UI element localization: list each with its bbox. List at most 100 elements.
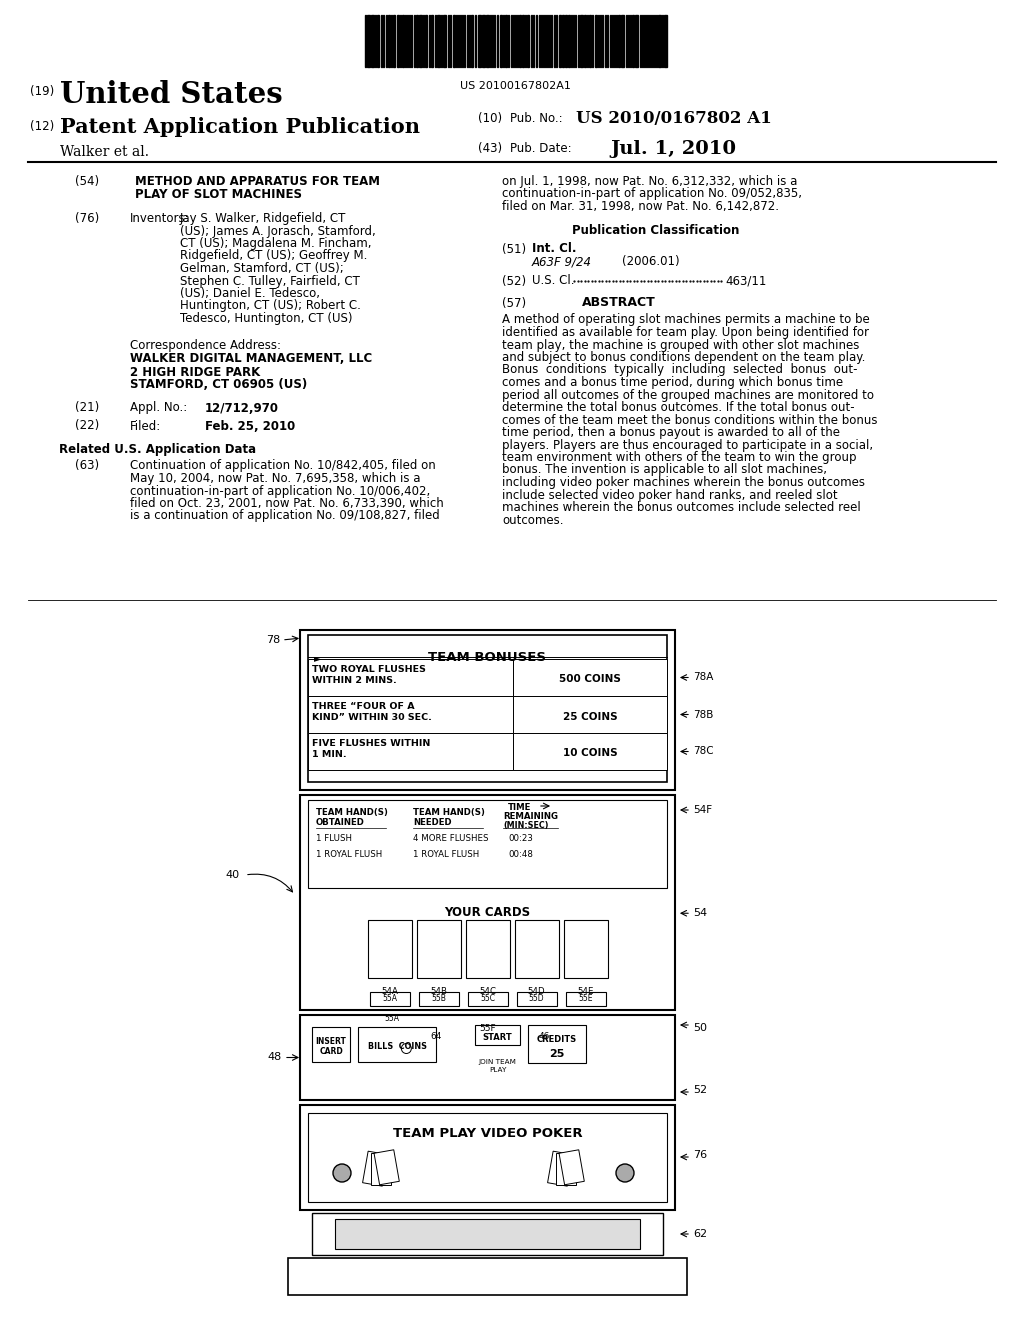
Text: Huntington, CT (US); Robert C.: Huntington, CT (US); Robert C. — [180, 300, 360, 313]
Bar — [522, 15, 524, 67]
Text: METHOD AND APPARATUS FOR TEAM: METHOD AND APPARATUS FOR TEAM — [135, 176, 380, 187]
Text: US 2010/0167802 A1: US 2010/0167802 A1 — [575, 110, 772, 127]
Bar — [288, 1258, 687, 1295]
Bar — [393, 15, 395, 67]
Text: TWO ROYAL FLUSHES
WITHIN 2 MINS.: TWO ROYAL FLUSHES WITHIN 2 MINS. — [312, 665, 426, 685]
Text: PLAY OF SLOT MACHINES: PLAY OF SLOT MACHINES — [135, 187, 302, 201]
Text: continuation-in-part of application No. 09/052,835,: continuation-in-part of application No. … — [502, 187, 802, 201]
Text: START: START — [482, 1032, 512, 1041]
Circle shape — [616, 1164, 634, 1181]
Bar — [425, 15, 427, 67]
Bar — [519, 15, 521, 67]
Text: team environment with others of the team to win the group: team environment with others of the team… — [502, 451, 856, 465]
Bar — [595, 15, 597, 67]
Text: BILLS  COINS: BILLS COINS — [368, 1041, 427, 1051]
Bar — [308, 635, 667, 781]
Text: (43): (43) — [478, 143, 502, 154]
Text: continuation-in-part of application No. 10/006,402,: continuation-in-part of application No. … — [130, 484, 430, 498]
Text: filed on Mar. 31, 1998, now Pat. No. 6,142,872.: filed on Mar. 31, 1998, now Pat. No. 6,1… — [502, 201, 779, 213]
Text: 50: 50 — [693, 1023, 707, 1034]
Text: Walker et al.: Walker et al. — [60, 145, 150, 158]
Bar — [308, 1113, 667, 1203]
Bar — [300, 1015, 675, 1100]
Text: US 20100167802A1: US 20100167802A1 — [460, 81, 570, 91]
Text: 55E: 55E — [579, 994, 593, 1003]
Text: ►: ► — [314, 653, 322, 663]
Bar — [621, 15, 624, 67]
Text: 500 COINS: 500 COINS — [559, 675, 621, 685]
Text: (76): (76) — [75, 213, 99, 224]
Text: 52: 52 — [693, 1085, 708, 1096]
Text: Bonus  conditions  typically  including  selected  bonus  out-: Bonus conditions typically including sel… — [502, 363, 857, 376]
Bar — [514, 920, 558, 978]
Text: 78B: 78B — [693, 710, 714, 719]
Text: Patent Application Publication: Patent Application Publication — [60, 117, 420, 137]
Bar — [565, 993, 605, 1006]
Text: 54: 54 — [693, 908, 708, 919]
Text: 54B: 54B — [430, 987, 447, 997]
Text: 55D: 55D — [528, 994, 545, 1003]
Bar — [468, 993, 508, 1006]
Text: 2 HIGH RIDGE PARK: 2 HIGH RIDGE PARK — [130, 366, 260, 379]
Bar — [362, 1151, 388, 1187]
Text: CT (US); Magdalena M. Fincham,: CT (US); Magdalena M. Fincham, — [180, 238, 372, 249]
Text: on Jul. 1, 1998, now Pat. No. 6,312,332, which is a: on Jul. 1, 1998, now Pat. No. 6,312,332,… — [502, 176, 798, 187]
Text: WALKER DIGITAL MANAGEMENT, LLC: WALKER DIGITAL MANAGEMENT, LLC — [130, 352, 373, 366]
Text: including video poker machines wherein the bonus outcomes: including video poker machines wherein t… — [502, 477, 865, 488]
Bar — [664, 15, 667, 67]
Bar — [370, 993, 410, 1006]
Text: (2006.01): (2006.01) — [622, 256, 680, 268]
Text: United States: United States — [60, 81, 283, 110]
Text: TEAM HAND(S): TEAM HAND(S) — [316, 808, 388, 817]
Text: JOIN TEAM: JOIN TEAM — [478, 1059, 516, 1065]
Bar — [562, 15, 564, 67]
Text: (12): (12) — [30, 120, 54, 133]
Text: Stephen C. Tulley, Fairfield, CT: Stephen C. Tulley, Fairfield, CT — [180, 275, 359, 288]
Text: and subject to bonus conditions dependent on the team play.: and subject to bonus conditions dependen… — [502, 351, 865, 364]
Circle shape — [333, 1164, 351, 1181]
Text: machines wherein the bonus outcomes include selected reel: machines wherein the bonus outcomes incl… — [502, 502, 861, 513]
Text: is a continuation of application No. 09/108,827, filed: is a continuation of application No. 09/… — [130, 510, 439, 523]
Bar — [486, 15, 489, 67]
Bar — [300, 795, 675, 1010]
Bar — [556, 1152, 575, 1185]
Bar — [548, 1151, 572, 1187]
Bar — [635, 15, 638, 67]
Bar — [632, 15, 634, 67]
Text: 54C: 54C — [479, 987, 496, 997]
Text: Feb. 25, 2010: Feb. 25, 2010 — [205, 420, 295, 433]
Bar — [377, 15, 379, 67]
Bar — [300, 630, 675, 789]
Text: 1 ROYAL FLUSH: 1 ROYAL FLUSH — [316, 850, 382, 859]
Bar — [453, 15, 455, 67]
Text: (63): (63) — [75, 459, 99, 473]
Bar — [397, 15, 399, 67]
Bar — [312, 1027, 350, 1063]
Bar — [312, 1213, 663, 1255]
Text: TIME: TIME — [508, 803, 531, 812]
Text: Int. Cl.: Int. Cl. — [532, 243, 577, 256]
Text: 54A: 54A — [381, 987, 398, 997]
Bar — [388, 15, 390, 67]
Text: FIVE FLUSHES WITHIN
1 MIN.: FIVE FLUSHES WITHIN 1 MIN. — [312, 739, 430, 759]
Bar — [431, 15, 433, 67]
Bar — [478, 15, 481, 67]
Text: Pub. Date:: Pub. Date: — [510, 143, 571, 154]
Text: 25 COINS: 25 COINS — [562, 711, 617, 722]
Text: 1 ROYAL FLUSH: 1 ROYAL FLUSH — [413, 850, 479, 859]
Bar — [371, 15, 374, 67]
Text: REMAINING: REMAINING — [503, 812, 558, 821]
Bar — [308, 696, 513, 733]
Text: CREDITS: CREDITS — [537, 1035, 578, 1044]
Text: Publication Classification: Publication Classification — [572, 224, 739, 238]
Text: OBTAINED: OBTAINED — [316, 818, 365, 828]
Bar — [580, 15, 583, 67]
Text: (54): (54) — [75, 176, 99, 187]
Text: team play, the machine is grouped with other slot machines: team play, the machine is grouped with o… — [502, 338, 859, 351]
Text: time period, then a bonus payout is awarded to all of the: time period, then a bonus payout is awar… — [502, 426, 840, 440]
Text: Ridgefield, CT (US); Geoffrey M.: Ridgefield, CT (US); Geoffrey M. — [180, 249, 368, 263]
Text: (19): (19) — [30, 84, 54, 98]
Text: 55A: 55A — [382, 994, 397, 1003]
Text: 46: 46 — [539, 1032, 550, 1041]
Circle shape — [401, 1044, 412, 1053]
